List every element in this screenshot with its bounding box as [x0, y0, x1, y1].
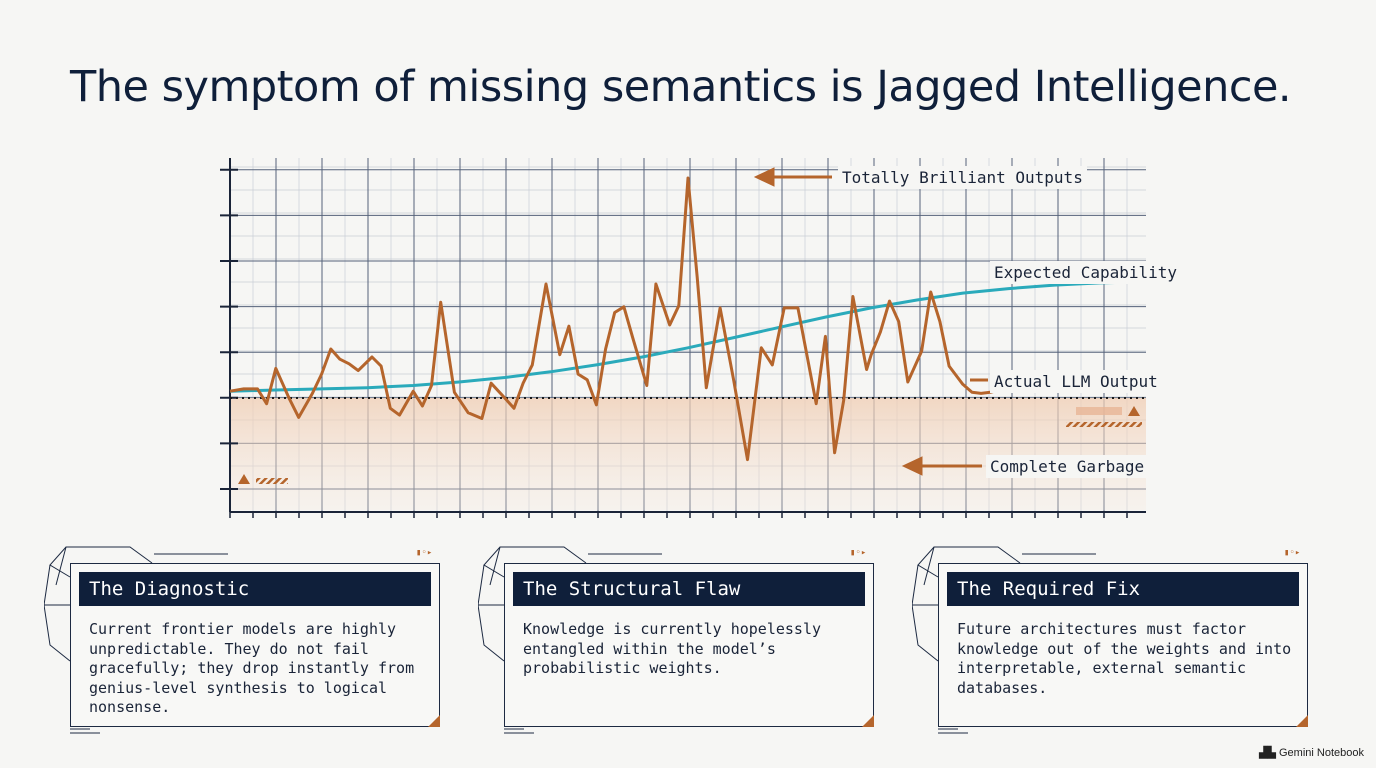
card-frame-decoration: ▮◦▸ — [912, 546, 1300, 734]
svg-text:▮◦▸: ▮◦▸ — [416, 548, 432, 558]
card-body: Current frontier models are highly unpre… — [89, 620, 415, 716]
svg-text:▮◦▸: ▮◦▸ — [850, 548, 866, 558]
brand-name: Gemini Notebook — [1279, 747, 1364, 759]
card-body: Future architectures must factor knowled… — [957, 620, 1292, 697]
expected-capability-line — [229, 280, 1147, 393]
card-body: Knowledge is currently hopelessly entang… — [523, 620, 822, 677]
warning-icon — [1066, 406, 1142, 427]
card-structural-flaw: ▮◦▸ The Structural Flaw Knowledge is cur… — [478, 545, 878, 735]
card-heading: The Structural Flaw — [513, 572, 865, 606]
expected-capability-label: Expected Capability — [990, 261, 1182, 284]
card-corner-mark — [1296, 715, 1308, 727]
brilliant-outputs-label: Totally Brilliant Outputs — [838, 166, 1087, 189]
card-heading: The Diagnostic — [79, 572, 431, 606]
complete-garbage-label: Complete Garbage — [986, 455, 1149, 478]
card-frame-decoration: ▮◦▸ — [44, 546, 432, 734]
bottom-arrow — [901, 456, 982, 476]
garbage-zone-band — [230, 398, 1146, 510]
card-corner-mark — [428, 715, 440, 727]
brand-logo: ▟▙ Gemini Notebook — [1259, 746, 1364, 759]
chart-axes — [220, 158, 1146, 518]
card-frame-decoration: ▮◦▸ — [478, 546, 866, 734]
actual-output-line — [229, 176, 1135, 462]
card-corner-mark — [862, 715, 874, 727]
page-title: The symptom of missing semantics is Jagg… — [70, 62, 1292, 112]
card-required-fix: ▮◦▸ The Required Fix Future architecture… — [912, 545, 1312, 735]
card-diagnostic: ▮◦▸ The Diagnostic Current frontier mode… — [44, 545, 444, 735]
card-heading: The Required Fix — [947, 572, 1299, 606]
notebook-icon: ▟▙ — [1259, 747, 1276, 759]
top-arrow — [753, 167, 832, 187]
actual-output-label: Actual LLM Output — [990, 370, 1162, 393]
warning-icon — [238, 474, 288, 484]
svg-text:▮◦▸: ▮◦▸ — [1284, 548, 1300, 558]
